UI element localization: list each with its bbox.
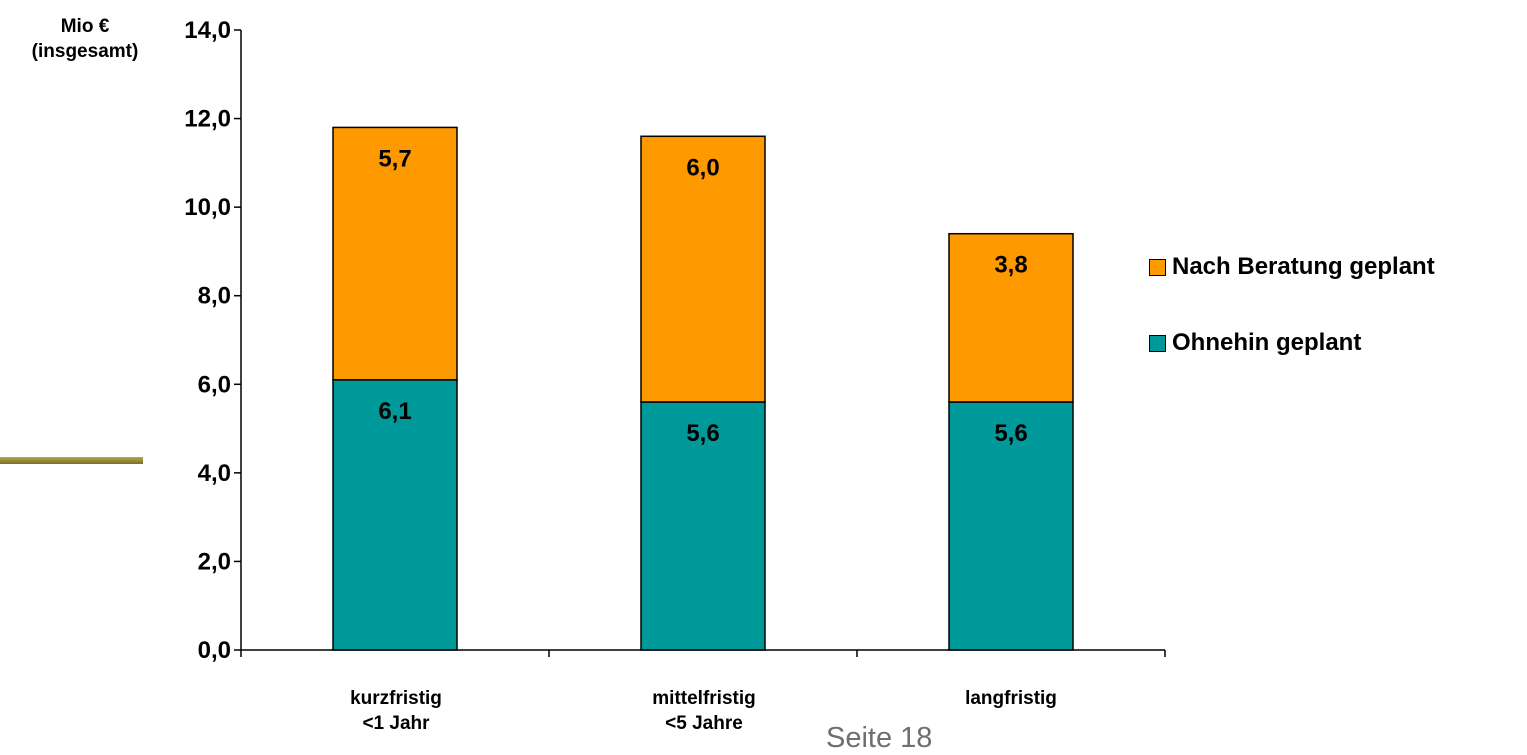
chart-legend: Nach Beratung geplant Ohnehin geplant bbox=[1149, 248, 1435, 400]
y-unit-line-2: (insgesamt) bbox=[31, 41, 139, 62]
bar-segment bbox=[948, 401, 1074, 651]
y-tick-label: 14,0 bbox=[184, 17, 231, 44]
legend-item-nach-beratung: Nach Beratung geplant bbox=[1149, 248, 1435, 286]
y-tick-label: 8,0 bbox=[198, 283, 231, 310]
bar-value-label: 6,0 bbox=[686, 154, 719, 181]
bar-segment bbox=[948, 232, 1074, 403]
legend-item-ohnehin: Ohnehin geplant bbox=[1149, 324, 1435, 362]
category-label-line-2: <5 Jahre bbox=[665, 713, 743, 734]
legend-swatch-ohnehin bbox=[1149, 334, 1166, 352]
legend-label-ohnehin: Ohnehin geplant bbox=[1172, 329, 1362, 356]
legend-label-nach-beratung: Nach Beratung geplant bbox=[1172, 253, 1435, 280]
category-label-line-1: kurzfristig bbox=[350, 688, 442, 709]
bar-value-label: 5,6 bbox=[686, 420, 719, 447]
bar-value-label: 6,1 bbox=[378, 398, 411, 425]
category-label-kurzfristig: kurzfristig <1 Jahr bbox=[276, 686, 516, 736]
category-label-line-1: langfristig bbox=[965, 688, 1057, 709]
y-tick-label: 2,0 bbox=[198, 548, 231, 575]
category-label-mittelfristig: mittelfristig <5 Jahre bbox=[584, 686, 824, 736]
y-tick-label: 4,0 bbox=[198, 460, 231, 487]
y-axis-unit-label: Mio € (insgesamt) bbox=[6, 14, 164, 64]
y-tick-label: 10,0 bbox=[184, 194, 231, 221]
y-unit-line-1: Mio € bbox=[60, 16, 110, 37]
category-label-line-2: <1 Jahr bbox=[362, 713, 430, 734]
y-tick-label: 12,0 bbox=[184, 106, 231, 133]
bar-value-label: 5,7 bbox=[378, 145, 411, 172]
bar-segment bbox=[332, 126, 458, 381]
decorative-divider-line bbox=[0, 457, 143, 464]
y-tick-label: 0,0 bbox=[198, 637, 231, 664]
category-label-langfristig: langfristig bbox=[891, 686, 1131, 711]
bar-segment bbox=[640, 135, 766, 403]
legend-swatch-nach-beratung bbox=[1149, 258, 1166, 276]
category-label-line-1: mittelfristig bbox=[652, 688, 756, 709]
bar-value-label: 5,6 bbox=[994, 420, 1027, 447]
page-number-label: Seite 18 bbox=[826, 722, 933, 754]
bar-value-label: 3,8 bbox=[994, 252, 1027, 279]
y-tick-label: 6,0 bbox=[198, 371, 231, 398]
bar-segment bbox=[332, 379, 458, 651]
